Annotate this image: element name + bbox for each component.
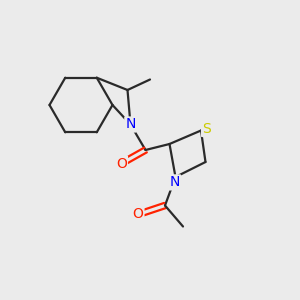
Text: N: N [125, 118, 136, 131]
Text: S: S [202, 122, 211, 136]
Text: O: O [116, 157, 127, 170]
Text: O: O [133, 208, 143, 221]
Text: N: N [170, 176, 180, 189]
